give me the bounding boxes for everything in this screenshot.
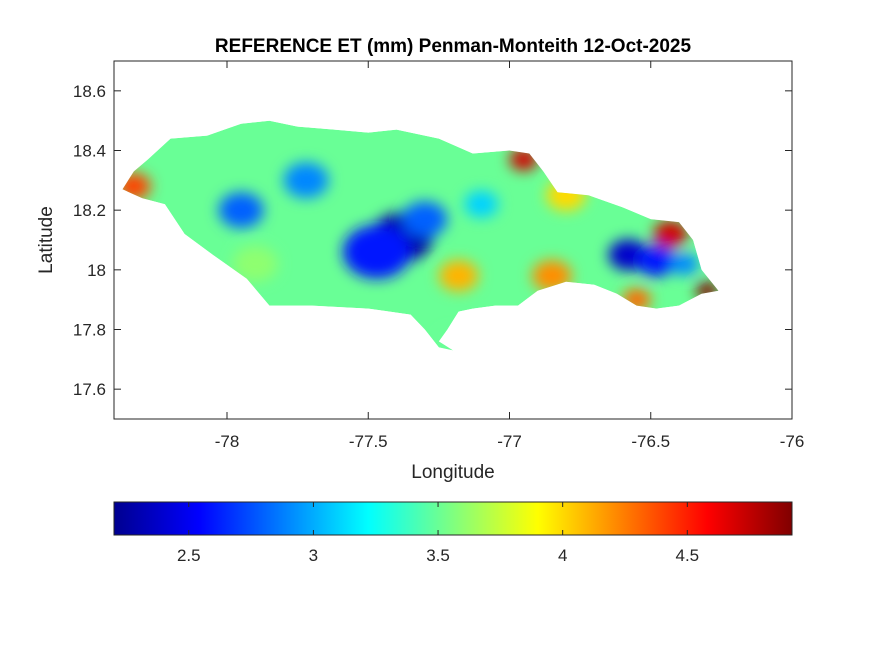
- x-axis-label: Longitude: [411, 462, 494, 483]
- field-cell-1: [342, 225, 411, 279]
- et-field: [122, 120, 719, 351]
- field-cell-8: [464, 190, 499, 218]
- x-tick-label: -78: [215, 432, 240, 451]
- colorbar-tick-label: 3.5: [426, 546, 450, 565]
- y-tick-label: 18.4: [73, 142, 106, 161]
- y-axis-label: Latitude: [36, 206, 57, 274]
- field-cell-17: [232, 245, 278, 282]
- chart-title: REFERENCE ET (mm) Penman-Monteith 12-Oct…: [215, 36, 692, 57]
- y-tick-label: 18.6: [73, 82, 106, 101]
- field-cell-9: [653, 220, 688, 248]
- field-cell-6: [636, 245, 677, 277]
- x-tick-label: -76: [780, 432, 805, 451]
- field-cell-7: [670, 252, 699, 276]
- colorbar-tick-label: 3: [309, 546, 318, 565]
- x-tick-label: -77.5: [349, 432, 388, 451]
- y-tick-label: 17.8: [73, 321, 106, 340]
- colorbar-tick-label: 4.5: [675, 546, 699, 565]
- field-cell-3: [218, 192, 264, 229]
- colorbar-ticks: 2.5 3 3.5 4 4.5: [177, 502, 699, 565]
- y-axis: 17.6 17.8 18 18.2 18.4 18.6: [73, 82, 792, 399]
- x-axis: -78 -77.5 -77 -76.5 -76: [215, 61, 805, 451]
- x-tick-label: -77: [497, 432, 522, 451]
- x-tick-label: -76.5: [631, 432, 670, 451]
- y-tick-label: 18: [87, 261, 106, 280]
- y-tick-label: 18.2: [73, 201, 106, 220]
- colorbar-tick-label: 2.5: [177, 546, 201, 565]
- colorbar-tick-label: 4: [558, 546, 567, 565]
- colorbar: [113, 501, 793, 536]
- y-tick-label: 17.6: [73, 380, 106, 399]
- field-cell-13: [438, 260, 479, 292]
- field-cell-4: [283, 162, 329, 199]
- field-cell-2: [402, 201, 448, 238]
